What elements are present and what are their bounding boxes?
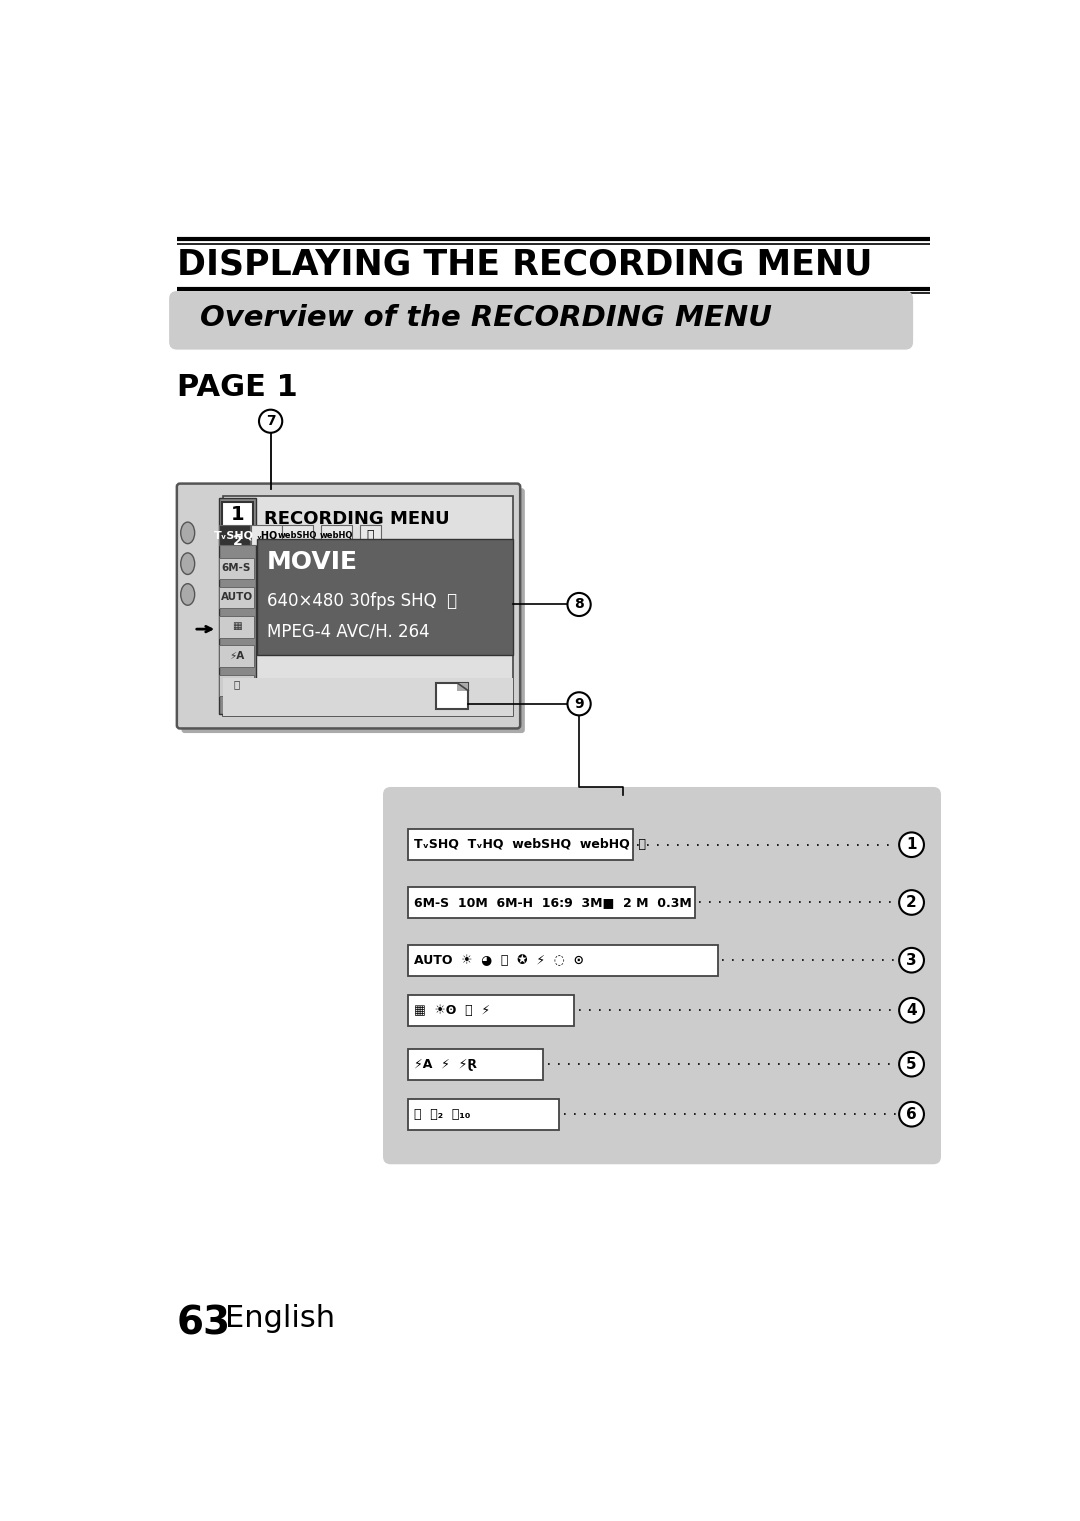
Ellipse shape [180, 554, 194, 575]
Circle shape [900, 1101, 924, 1127]
Text: 6: 6 [906, 1107, 917, 1121]
Bar [218, 499, 256, 713]
Bar [408, 887, 694, 917]
Bar [222, 496, 513, 716]
Ellipse shape [180, 522, 194, 543]
Circle shape [567, 593, 591, 616]
Bar [408, 995, 575, 1025]
Bar [218, 645, 255, 666]
Text: 🎤: 🎤 [367, 529, 375, 541]
Text: RECORDING MENU: RECORDING MENU [265, 510, 450, 528]
Text: ⚡A  ⚡  ⚡Ɽ: ⚡A ⚡ ⚡Ɽ [414, 1057, 477, 1071]
Text: 5: 5 [906, 1057, 917, 1072]
Text: PAGE 1: PAGE 1 [177, 374, 298, 403]
Text: MOVIE: MOVIE [267, 551, 357, 573]
Circle shape [900, 948, 924, 972]
FancyBboxPatch shape [181, 488, 525, 733]
Text: webHQ: webHQ [320, 531, 353, 540]
Bar [218, 674, 255, 697]
Bar [408, 1049, 543, 1080]
Text: AUTO  ☀  ◕  ⛰  ✪  ⚡  ◌  ⊙: AUTO ☀ ◕ ⛰ ✪ ⚡ ◌ ⊙ [414, 954, 584, 967]
Text: 2: 2 [232, 534, 242, 548]
Text: DISPLAYING THE RECORDING MENU: DISPLAYING THE RECORDING MENU [177, 248, 873, 281]
Text: 6M-S: 6M-S [221, 563, 252, 572]
Text: English: English [225, 1305, 335, 1334]
Bar [221, 502, 253, 526]
Bar [257, 538, 513, 654]
Text: TᵥSHQ: TᵥSHQ [214, 531, 254, 540]
Circle shape [900, 832, 924, 856]
Bar [218, 587, 255, 608]
Text: 4: 4 [906, 1002, 917, 1018]
Text: ⚡A: ⚡A [229, 651, 244, 660]
Text: 640×480 30fps SHQ  📷: 640×480 30fps SHQ 📷 [267, 592, 457, 610]
Bar [360, 525, 381, 545]
Circle shape [900, 1053, 924, 1077]
Text: 63: 63 [177, 1305, 231, 1343]
Bar [282, 525, 313, 545]
Text: ⏰: ⏰ [233, 680, 240, 689]
Text: TᵥSHQ  TᵥHQ  webSHQ  webHQ  🎤: TᵥSHQ TᵥHQ webSHQ webHQ 🎤 [414, 838, 646, 852]
Circle shape [259, 409, 282, 433]
Text: AUTO: AUTO [220, 592, 253, 602]
Bar [408, 1098, 559, 1130]
Bar [218, 558, 255, 580]
Bar [222, 678, 513, 716]
Circle shape [900, 890, 924, 914]
FancyBboxPatch shape [177, 484, 521, 729]
Text: Overview of the RECORDING MENU: Overview of the RECORDING MENU [200, 304, 772, 332]
Text: ▦  ☀ʘ  ⭘  ⚡: ▦ ☀ʘ ⭘ ⚡ [414, 1004, 490, 1016]
Circle shape [900, 998, 924, 1022]
Text: MPEG-4 AVC/H. 264: MPEG-4 AVC/H. 264 [267, 622, 430, 640]
Text: 7: 7 [266, 414, 275, 429]
Text: 1: 1 [230, 505, 244, 523]
Text: 8: 8 [575, 598, 584, 611]
Bar [408, 945, 718, 975]
FancyBboxPatch shape [383, 786, 941, 1164]
Text: ⏰  ⏰₂  ⏰₁₀: ⏰ ⏰₂ ⏰₁₀ [414, 1107, 471, 1121]
Bar [321, 525, 352, 545]
Text: 2: 2 [906, 894, 917, 910]
Bar [218, 616, 255, 637]
Bar [252, 525, 282, 545]
Bar [435, 683, 469, 709]
Bar [408, 829, 633, 859]
FancyBboxPatch shape [170, 291, 913, 350]
Text: 9: 9 [575, 697, 584, 710]
Text: webSHQ: webSHQ [278, 531, 318, 540]
Text: 6M-S  10M  6M-H  16:9  3M■  2 M  0.3M: 6M-S 10M 6M-H 16:9 3M■ 2 M 0.3M [414, 896, 692, 910]
Text: ᵥHQ: ᵥHQ [256, 531, 278, 540]
Circle shape [567, 692, 591, 715]
Bar [218, 525, 249, 545]
Text: 1: 1 [906, 837, 917, 852]
Bar [458, 683, 469, 691]
Ellipse shape [180, 584, 194, 605]
Text: 3: 3 [906, 952, 917, 967]
Text: ▦: ▦ [231, 621, 242, 631]
